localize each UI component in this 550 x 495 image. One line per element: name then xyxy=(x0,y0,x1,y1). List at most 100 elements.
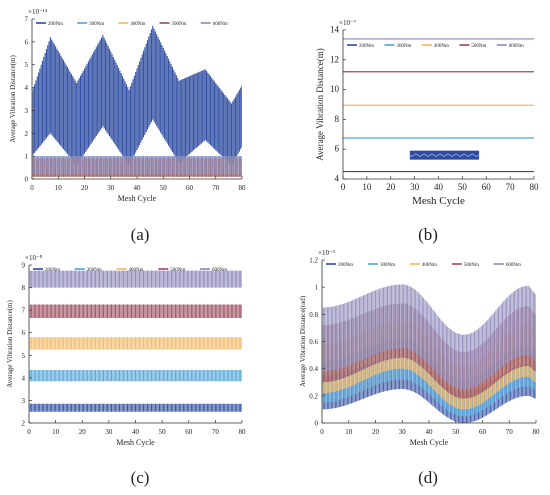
x-tick-label: 20 xyxy=(386,182,396,192)
y-tick-label: 3 xyxy=(22,397,26,405)
panel-label: (b) xyxy=(418,225,438,244)
series-line-400Nm xyxy=(29,337,242,350)
legend-label: 600Nm xyxy=(506,263,521,268)
x-tick-label: 20 xyxy=(81,184,89,192)
series-600Nm xyxy=(322,284,536,390)
series-layer xyxy=(32,25,242,177)
x-tick-label: 60 xyxy=(185,428,193,436)
x-tick-label: 80 xyxy=(530,182,540,192)
y-tick-label: 5 xyxy=(25,61,29,69)
chart-panel-0: 0 10 20 30 40 50 60 70 80 0 1 2 3 4 5 6 7×10⁻¹⁴ Mesh Cycl… xyxy=(9,8,246,244)
panel-label: (c) xyxy=(131,468,150,487)
x-tick-label: 70 xyxy=(506,182,516,192)
y-tick-label: 4 xyxy=(335,174,340,184)
legend: 200Nm 300Nm 400Nm 500Nm 600Nm xyxy=(326,263,521,268)
series-600Nm xyxy=(29,270,242,288)
y-axis-label: Average Vibration Distance(rad) xyxy=(299,295,307,387)
y-tick-label: 7 xyxy=(22,307,26,315)
series-line-600Nm xyxy=(29,270,242,288)
legend-label: 400Nm xyxy=(129,268,144,273)
legend-label: 500Nm xyxy=(172,22,187,27)
legend-label: 200Nm xyxy=(359,44,374,49)
legend-label: 500Nm xyxy=(464,263,479,268)
x-tick-label: 70 xyxy=(212,428,220,436)
y-tick-label: 0.2 xyxy=(309,392,318,400)
x-tick-label: 30 xyxy=(105,428,113,436)
inset-band xyxy=(409,150,480,160)
chart-panel-3: 0 10 20 30 40 50 60 70 80 0 0.2 0.4 0.6 0.8 1 1.2×10⁻³ M… xyxy=(299,249,540,487)
inset-waveform xyxy=(409,150,480,160)
legend-label: 400Nm xyxy=(130,22,145,27)
y-tick-label: 8 xyxy=(335,114,340,124)
x-tick-label: 80 xyxy=(239,184,247,192)
x-tick-label: 50 xyxy=(160,184,168,192)
x-tick-label: 0 xyxy=(320,428,324,436)
series-layer xyxy=(29,270,242,412)
inset-line xyxy=(409,153,480,157)
x-tick-label: 60 xyxy=(186,184,194,192)
x-tick-label: 70 xyxy=(212,184,220,192)
y-tick-label: 6 xyxy=(25,38,29,46)
x-tick-label: 30 xyxy=(107,184,115,192)
y-tick-label: 4 xyxy=(22,374,26,382)
axis-exponent: ×10⁻³ xyxy=(318,249,335,257)
legend: 200Nm 300Nm 400Nm 500Nm 600Nm xyxy=(33,268,227,273)
legend-label: 500Nm xyxy=(471,44,486,49)
y-tick-label: 1 xyxy=(315,284,319,292)
x-axis-label: Mesh Cycle xyxy=(116,438,155,447)
y-tick-label: 6 xyxy=(335,144,340,154)
series-300Nm xyxy=(29,369,242,382)
axis-exponent: ×10⁻⁸ xyxy=(25,254,43,262)
x-axis-label: Mesh Cycle xyxy=(412,195,465,207)
y-tick-label: 12 xyxy=(330,54,339,64)
series-500Nm xyxy=(29,304,242,319)
y-tick-label: 1.2 xyxy=(309,257,318,265)
legend-label: 200Nm xyxy=(48,22,63,27)
x-tick-label: 30 xyxy=(410,182,420,192)
x-tick-label: 40 xyxy=(132,428,140,436)
series-600Nm xyxy=(32,156,242,175)
x-tick-label: 40 xyxy=(426,428,434,436)
legend-label: 600Nm xyxy=(509,44,524,49)
x-tick-label: 80 xyxy=(239,428,247,436)
y-tick-label: 7 xyxy=(25,16,29,24)
y-tick-label: 8 xyxy=(22,284,26,292)
x-axis-label: Mesh Cycle xyxy=(410,438,449,447)
legend-label: 400Nm xyxy=(422,263,437,268)
series-layer xyxy=(322,284,536,423)
x-tick-label: 60 xyxy=(482,182,492,192)
chart-panel-2: 0 10 20 30 40 50 60 70 80 2 3 4 5 6 7 8 9×10⁻⁸ Mesh Cycle… xyxy=(6,254,246,487)
x-tick-label: 0 xyxy=(341,182,346,192)
x-tick-label: 40 xyxy=(134,184,142,192)
y-tick-label: 0.4 xyxy=(309,365,318,373)
y-tick-label: 10 xyxy=(330,84,340,94)
legend: 200Nm 300Nm 400Nm 500Nm 600Nm xyxy=(347,44,524,49)
x-tick-label: 50 xyxy=(159,428,167,436)
y-tick-label: 5 xyxy=(22,352,26,360)
legend-label: 300Nm xyxy=(89,22,104,27)
legend-label: 200Nm xyxy=(45,268,60,273)
series-line-200Nm xyxy=(32,25,242,166)
x-tick-label: 10 xyxy=(52,428,60,436)
y-axis-label: Average Vibration Distance(m) xyxy=(9,55,17,143)
y-tick-label: 4 xyxy=(25,84,29,92)
series-line-600Nm xyxy=(322,284,536,390)
axis-exponent: ×10⁻¹⁴ xyxy=(28,8,48,16)
x-tick-label: 20 xyxy=(79,428,87,436)
x-tick-label: 80 xyxy=(533,428,541,436)
series-200Nm xyxy=(32,25,242,166)
legend-label: 300Nm xyxy=(87,268,102,273)
x-tick-label: 10 xyxy=(345,428,353,436)
y-tick-label: 0 xyxy=(315,420,319,428)
x-tick-label: 20 xyxy=(372,428,380,436)
chart-panel-1: 0 10 20 30 40 50 60 70 80 4 6 8 10 12 14×10⁻⁷ Mesh Cycl… xyxy=(315,19,539,244)
legend-label: 500Nm xyxy=(170,268,185,273)
legend: 200Nm 300Nm 400Nm 500Nm 600Nm xyxy=(36,22,228,27)
y-tick-label: 3 xyxy=(25,107,29,115)
axis-exponent: ×10⁻⁷ xyxy=(339,19,357,27)
legend-label: 600Nm xyxy=(212,268,227,273)
series-line-500Nm xyxy=(29,304,242,319)
x-tick-label: 60 xyxy=(479,428,487,436)
legend-label: 400Nm xyxy=(434,44,449,49)
